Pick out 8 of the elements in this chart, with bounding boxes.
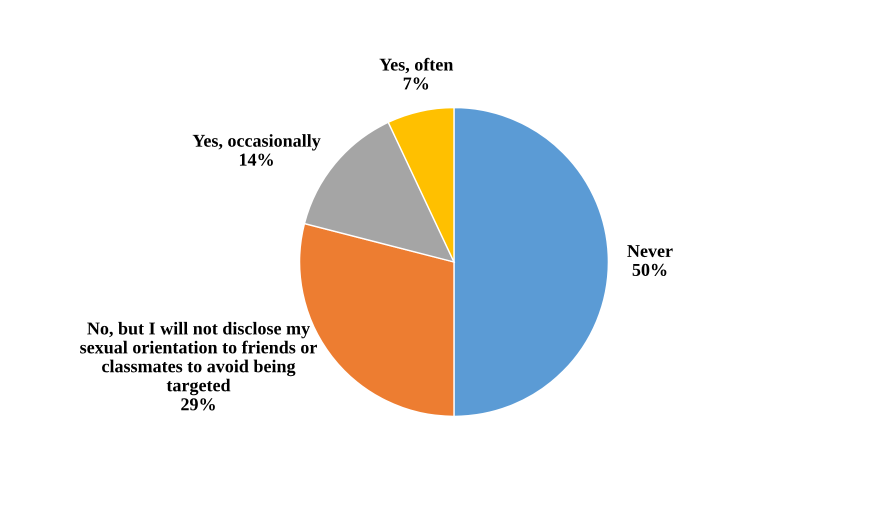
data-label: 50% — [632, 264, 666, 276]
data-label: 14% — [240, 154, 273, 166]
data-label: 29% — [181, 398, 215, 410]
data-label: 7% — [404, 77, 428, 90]
slice-label: Never — [627, 245, 673, 258]
slice-label: No, but I will not disclose my sexual orientation to friends or classmates to avoid being targeted — [80, 322, 317, 396]
slice-label: Yes, occasionally — [192, 134, 321, 151]
slice-label: Yes, often — [379, 58, 454, 74]
